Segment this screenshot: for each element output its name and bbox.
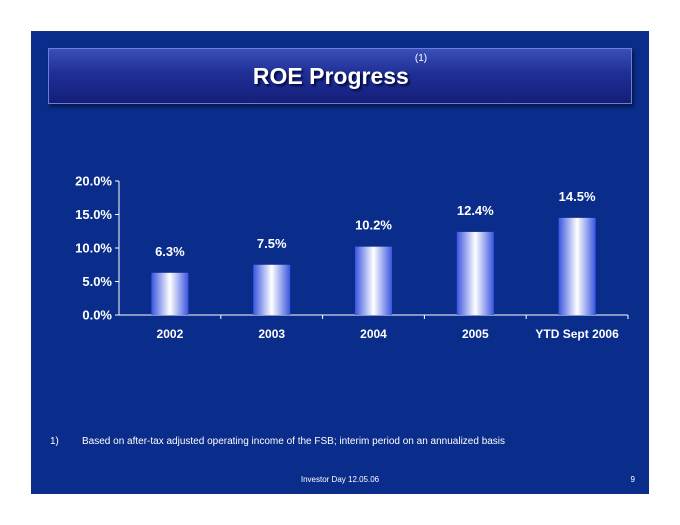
data-label: 7.5%	[257, 236, 287, 251]
bar-2002	[151, 272, 189, 315]
x-tick-label: 2003	[258, 327, 285, 341]
data-label: 6.3%	[155, 244, 185, 259]
title-bar: ROE Progress (1)	[48, 48, 632, 104]
footnote: 1) Based on after-tax adjusted operating …	[50, 436, 505, 447]
footer-text: Investor Day 12.05.06	[300, 475, 380, 484]
title-footnote-marker: (1)	[414, 53, 428, 64]
x-tick-label: YTD Sept 2006	[535, 327, 619, 341]
chart-labels: 0.0% 5.0% 10.0% 15.0% 20.0% 6.3% 2002 7.5% 2003 1…	[75, 174, 619, 342]
data-label: 12.4%	[457, 203, 494, 218]
bar-ytd-sept-2006	[558, 217, 596, 315]
slide: ROE Progress (1) 0.0% 5.0% 10.0% 15.0% 20.0% 6…	[31, 31, 649, 494]
bar-2005	[456, 231, 494, 315]
page-number: 9	[630, 475, 635, 484]
roe-bar-chart: 0.0% 5.0% 10.0% 15.0% 20.0% 6.3% 2002 7.5% 2003 1…	[75, 174, 629, 342]
data-label: 10.2%	[355, 218, 392, 233]
y-tick-label: 5.0%	[82, 274, 112, 289]
data-label: 14.5%	[559, 189, 596, 204]
footnote-text: Based on after-tax adjusted operating in…	[82, 436, 506, 447]
y-tick-label: 0.0%	[82, 308, 112, 323]
y-tick-label: 15.0%	[75, 207, 112, 222]
x-tick-label: 2005	[462, 327, 489, 341]
x-tick-label: 2002	[157, 327, 184, 341]
chart-bars	[151, 217, 596, 315]
y-tick-label: 20.0%	[75, 174, 112, 189]
footnote-marker: 1)	[50, 436, 59, 447]
bar-2003	[253, 264, 291, 315]
y-tick-label: 10.0%	[75, 241, 112, 256]
x-tick-label: 2004	[360, 327, 387, 341]
slide-title: ROE Progress	[252, 63, 409, 89]
bar-2004	[355, 246, 392, 315]
